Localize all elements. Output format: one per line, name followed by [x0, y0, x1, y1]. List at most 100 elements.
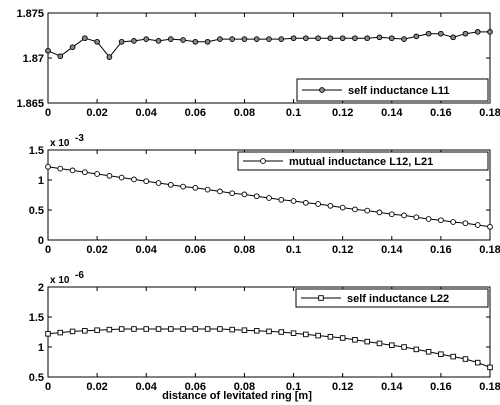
panel-mutual-inductance-l12-l21: 0 0.02 0.04 0.06 0.08 0.1 0.12 0.14 0.16 0.18 0 0.5… [29, 133, 500, 256]
x-tick-label: 0.08 [234, 244, 255, 256]
data-point [45, 47, 51, 54]
data-point [303, 331, 309, 338]
y-exponent-label: x 10 [50, 138, 70, 149]
data-point [118, 174, 125, 181]
data-point [315, 35, 321, 42]
data-point [339, 335, 346, 341]
data-point [180, 183, 186, 190]
data-point [352, 337, 358, 343]
panel-self-inductance-l22: 0 0.02 0.04 0.06 0.08 0.1 0.12 0.14 0.16 0.18 0.5 1… [29, 270, 500, 393]
x-tick-label: 0.14 [381, 107, 403, 119]
y-tick-label: 1.5 [29, 145, 44, 157]
data-point [82, 328, 88, 334]
data-point [315, 201, 321, 207]
x-tick-label: 0.06 [185, 107, 206, 119]
data-point [364, 338, 370, 345]
data-point [69, 328, 76, 335]
data-point [253, 328, 260, 334]
data-point [192, 326, 199, 332]
legend-box [295, 288, 489, 308]
data-point [376, 209, 383, 216]
data-point [168, 326, 174, 332]
data-point [401, 212, 407, 219]
data-point [266, 328, 272, 335]
x-tick-label: 0.04 [136, 244, 158, 256]
data-point [290, 35, 297, 42]
x-tick-label: 0.1 [286, 381, 301, 393]
data-point [278, 36, 285, 42]
data-point [217, 36, 223, 42]
y-exponent-power: -6 [75, 270, 84, 281]
data-point [155, 38, 162, 44]
data-point [204, 38, 211, 45]
data-point [81, 35, 88, 42]
data-point [413, 346, 420, 353]
x-tick-label: 0.14 [381, 244, 403, 256]
legend-marker [318, 295, 324, 301]
data-point [241, 327, 248, 333]
data-point [155, 180, 162, 186]
data-point [302, 199, 309, 206]
legend-label: self inductance L22 [347, 293, 449, 305]
x-tick-label: 0.02 [86, 107, 107, 119]
data-point [94, 327, 100, 333]
data-point [131, 326, 137, 332]
x-tick-label: 0.02 [86, 244, 107, 256]
data-point [425, 349, 432, 355]
data-point [364, 35, 371, 42]
data-point [462, 356, 469, 362]
data-point [290, 198, 297, 204]
y-tick-label: 0.5 [29, 372, 44, 384]
data-point [155, 326, 162, 332]
data-point [241, 191, 248, 198]
y-tick-label: 1.87 [23, 53, 44, 65]
data-point [57, 165, 64, 172]
data-point [474, 359, 481, 366]
x-tick-label: 0.18 [479, 107, 500, 119]
data-point [352, 206, 358, 213]
x-tick-label: 0.12 [332, 381, 353, 393]
data-point [438, 217, 444, 224]
data-point [167, 181, 174, 188]
data-point [229, 36, 236, 42]
data-point [217, 188, 223, 195]
data-point [131, 38, 137, 44]
legend-box [296, 78, 489, 102]
data-point [487, 223, 493, 230]
data-point [229, 190, 236, 197]
data-point [487, 29, 493, 35]
y-tick-label: 1.865 [16, 98, 44, 110]
data-point [192, 38, 199, 45]
y-tick-label: 1.5 [29, 312, 44, 324]
data-point [450, 353, 456, 360]
data-point [69, 167, 76, 174]
data-point [450, 34, 457, 41]
x-tick-label: 0.16 [430, 381, 451, 393]
data-point [69, 44, 76, 51]
data-point [118, 38, 125, 45]
data-point [253, 193, 260, 200]
data-point [376, 34, 383, 41]
data-point [376, 340, 383, 347]
legend-box [237, 151, 489, 171]
y-exponent-label: x 10 [50, 275, 70, 286]
x-axis-label: distance of levitated ring [m] [162, 390, 312, 402]
data-point [143, 36, 150, 42]
data-point [253, 36, 260, 42]
data-point [450, 219, 457, 225]
legend-marker [319, 87, 325, 93]
data-point [462, 220, 469, 227]
x-tick-label: 0.1 [286, 107, 301, 119]
data-point [302, 35, 309, 42]
data-point [413, 33, 420, 40]
data-point [106, 54, 113, 60]
data-point [106, 326, 113, 333]
data-point [438, 30, 444, 37]
y-tick-label: 0.5 [29, 205, 44, 217]
data-point [94, 171, 100, 177]
data-point [229, 326, 235, 333]
x-tick-label: 0.04 [136, 381, 158, 393]
data-point [143, 326, 149, 332]
x-tick-label: 0.06 [185, 244, 206, 256]
